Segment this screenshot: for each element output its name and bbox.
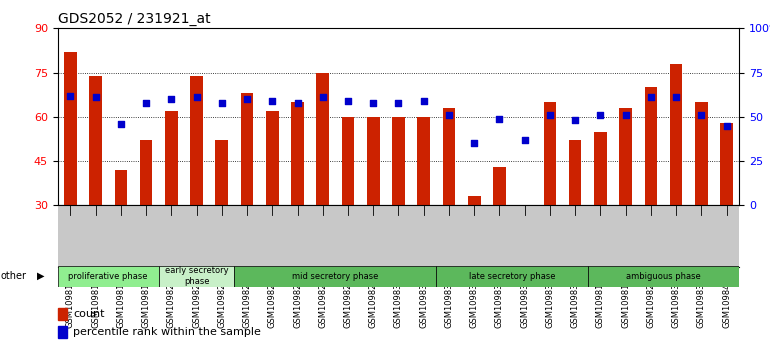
Bar [468,196,480,205]
Point [695,112,708,118]
Point [468,141,480,146]
Text: percentile rank within the sample: percentile rank within the sample [73,327,261,337]
Bar [342,117,354,205]
Bar [417,117,430,205]
Point [316,95,329,100]
Point [392,100,404,105]
Text: ambiguous phase: ambiguous phase [626,272,701,281]
Bar [644,87,657,205]
Point [115,121,127,127]
Point [518,137,531,143]
Point [494,116,506,121]
Bar [619,108,632,205]
Text: early secretory
phase: early secretory phase [165,267,229,286]
Point [266,98,279,104]
Bar [367,117,380,205]
Text: other: other [1,271,27,281]
Point [342,98,354,104]
Bar [58,266,159,287]
Bar [443,108,455,205]
Point [216,100,228,105]
Point [721,123,733,129]
Bar [159,266,234,287]
Point [291,100,303,105]
Point [64,93,76,98]
Text: mid secretory phase: mid secretory phase [292,272,379,281]
Bar [569,141,581,205]
Bar [266,111,279,205]
Text: ▶: ▶ [37,271,45,281]
Point [644,95,657,100]
Bar [89,75,102,205]
Point [190,95,203,100]
Point [367,100,380,105]
Bar [720,123,733,205]
Bar [165,111,178,205]
Point [241,96,253,102]
Point [619,112,631,118]
Bar [58,308,68,320]
Point [165,96,177,102]
Bar [594,132,607,205]
Bar [115,170,127,205]
Bar [190,75,203,205]
Text: GDS2052 / 231921_at: GDS2052 / 231921_at [58,12,210,26]
Bar [437,266,588,287]
Bar [670,64,682,205]
Bar [518,205,531,229]
Bar [695,102,708,205]
Bar [544,102,556,205]
Text: late secretory phase: late secretory phase [469,272,555,281]
Point [443,112,455,118]
Text: count: count [73,309,105,319]
Bar [64,52,77,205]
Bar [392,117,405,205]
Bar [216,141,228,205]
Bar [588,266,739,287]
Point [544,112,556,118]
Bar [493,167,506,205]
Bar [291,102,304,205]
Bar [58,326,68,338]
Point [89,95,102,100]
Point [670,95,682,100]
Point [417,98,430,104]
Bar [140,141,152,205]
Bar [316,73,329,205]
Point [594,112,607,118]
Bar [234,266,437,287]
Bar [241,93,253,205]
Point [569,118,581,123]
Text: proliferative phase: proliferative phase [69,272,148,281]
Point [140,100,152,105]
